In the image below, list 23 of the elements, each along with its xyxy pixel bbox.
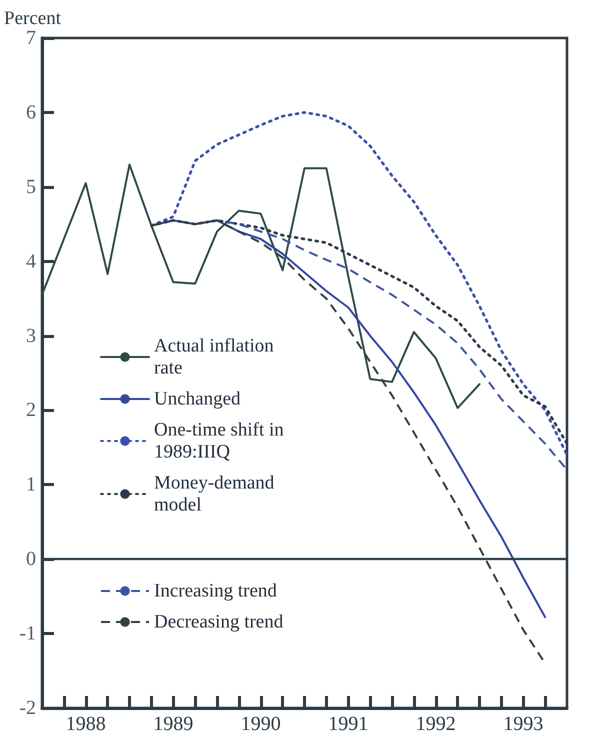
legend-label: Actual inflation rate — [154, 336, 279, 378]
y-tick-label: 0 — [26, 548, 36, 570]
y-tick-label: 2 — [26, 399, 36, 422]
legend-label: Unchanged — [154, 388, 242, 410]
x-tick-label: 1988 — [66, 713, 106, 735]
y-tick-label: 3 — [26, 324, 36, 347]
legend-label: Increasing trend — [154, 580, 278, 602]
legend-label: Decreasing trend — [154, 612, 284, 632]
y-tick-label: 6 — [26, 101, 36, 124]
y-axis-title: Percent — [4, 8, 62, 30]
y-tick-label: -2 — [19, 697, 36, 719]
x-tick-label: 1993 — [503, 713, 544, 735]
y-tick-label: 4 — [26, 250, 36, 272]
y-tick-label: 1 — [26, 474, 36, 496]
y-tick-label: -1 — [19, 622, 36, 645]
y-tick-label: 7 — [26, 27, 36, 49]
x-tick-label: 1990 — [240, 713, 281, 735]
x-tick-label: 1992 — [416, 713, 456, 735]
y-tick-label: 5 — [26, 176, 36, 198]
x-tick-label: 1991 — [328, 713, 368, 735]
legend-label: Money-demand model — [154, 472, 280, 516]
legend-label: One-time shift in 1989:IIIQ — [154, 420, 289, 462]
x-tick-label: 1989 — [153, 713, 194, 735]
